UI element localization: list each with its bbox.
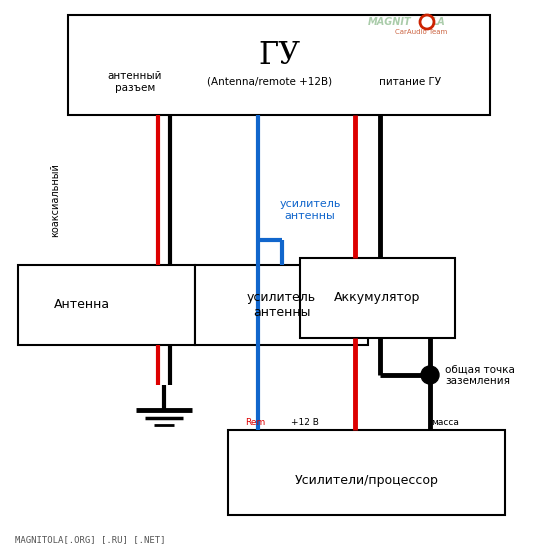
Text: MAGNIT: MAGNIT bbox=[368, 17, 412, 27]
Text: ГУ: ГУ bbox=[258, 40, 300, 71]
Circle shape bbox=[421, 366, 439, 384]
Text: масса: масса bbox=[431, 418, 459, 427]
Bar bbox=[195, 265, 368, 345]
Text: общая точка
заземления: общая точка заземления bbox=[445, 364, 515, 386]
Text: антенный
разъем: антенный разъем bbox=[108, 71, 162, 93]
Text: (Antenna/remote +12В): (Antenna/remote +12В) bbox=[207, 77, 332, 87]
Text: усилитель
антенны: усилитель антенны bbox=[247, 291, 316, 319]
Bar bbox=[18, 265, 195, 345]
Bar bbox=[228, 430, 505, 515]
Text: коаксиальный: коаксиальный bbox=[50, 163, 60, 237]
Text: LA: LA bbox=[432, 17, 446, 27]
Text: Антенна: Антенна bbox=[53, 299, 110, 311]
Text: усилитель
антенны: усилитель антенны bbox=[279, 199, 340, 221]
Text: Усилители/процессор: Усилители/процессор bbox=[294, 474, 438, 487]
Text: CarAudio Team: CarAudio Team bbox=[395, 29, 447, 35]
Text: Rem: Rem bbox=[245, 418, 265, 427]
Text: MAGNITOLA[.ORG] [.RU] [.NET]: MAGNITOLA[.ORG] [.RU] [.NET] bbox=[15, 536, 166, 544]
Text: +12 В: +12 В bbox=[291, 418, 319, 427]
Bar bbox=[68, 15, 490, 115]
Text: Аккумулятор: Аккумулятор bbox=[334, 291, 421, 305]
Text: питание ГУ: питание ГУ bbox=[379, 77, 441, 87]
Bar bbox=[300, 258, 455, 338]
